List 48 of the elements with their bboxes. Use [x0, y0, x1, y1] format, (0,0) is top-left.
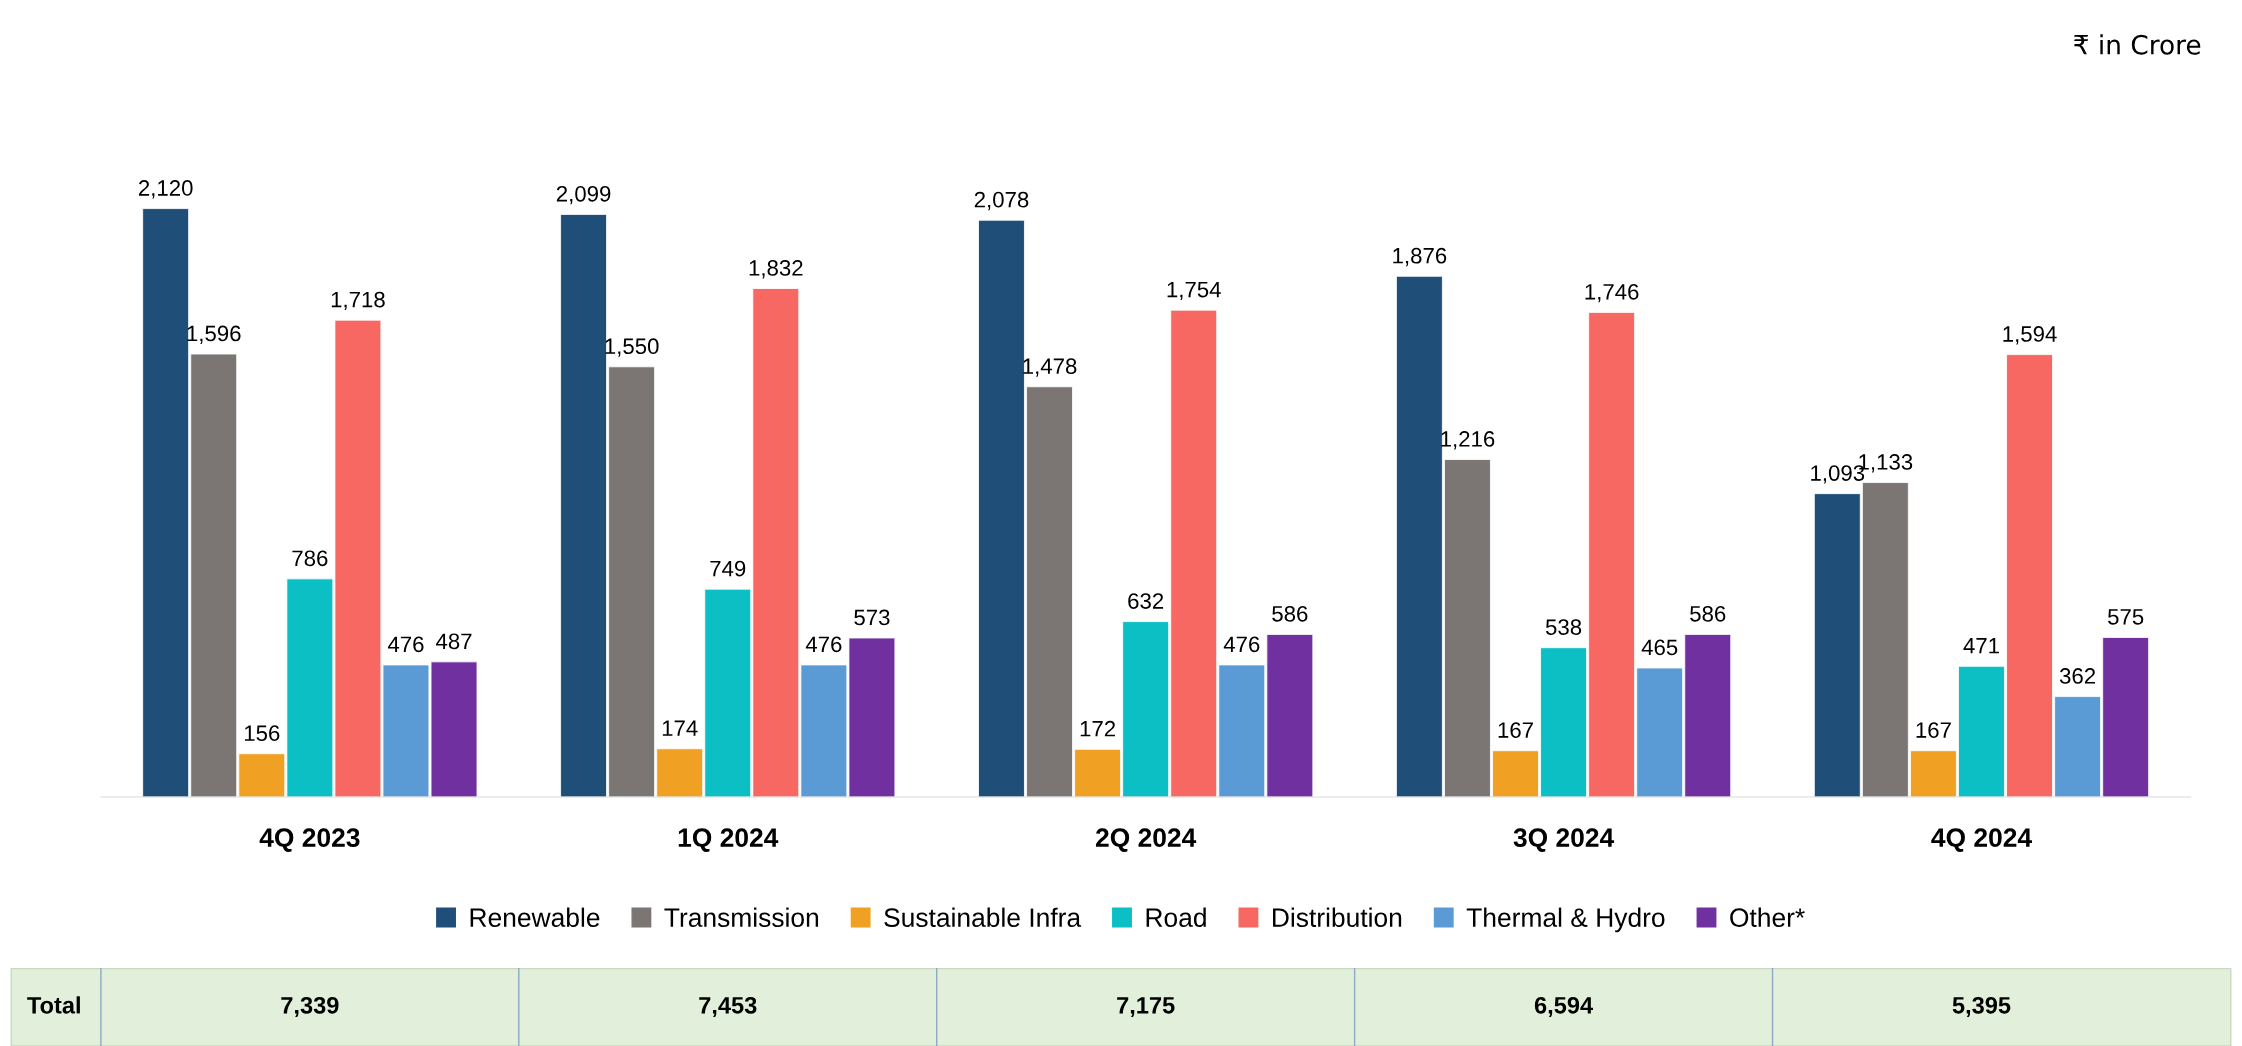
- data-label: 2,120: [138, 180, 193, 199]
- legend-label: Distribution: [1273, 907, 1402, 927]
- x-tick-label: 4Q 2024: [1931, 828, 2032, 852]
- text: 7,175: [1117, 997, 1175, 1018]
- legend-label: Road: [1146, 907, 1206, 927]
- data-label: 1,718: [331, 291, 385, 311]
- data-label: 172: [1080, 720, 1116, 737]
- data-label: 632: [1128, 593, 1164, 609]
- data-label: 586: [1690, 605, 1726, 622]
- data-label: 2,099: [556, 185, 611, 205]
- data-label: 476: [387, 636, 424, 653]
- data-label: 573: [854, 609, 890, 626]
- data-label: 174: [662, 720, 698, 736]
- x-tick-label: 4Q 2023: [259, 828, 360, 852]
- legend-label: Transmission: [664, 907, 819, 927]
- data-label: 1,754: [1167, 281, 1221, 301]
- legend-label: Sustainable Infra: [884, 907, 1082, 927]
- text: 6,594: [1534, 996, 1593, 1018]
- legend-label: Other*: [1730, 907, 1805, 927]
- data-label: 575: [2108, 609, 2144, 625]
- data-label: 749: [710, 560, 746, 577]
- data-label: 1,876: [1393, 247, 1447, 267]
- x-tick-label: 1Q 2024: [678, 828, 779, 852]
- data-label: 465: [1641, 639, 1678, 656]
- data-label: 538: [1545, 619, 1582, 635]
- legend-label: Renewable: [470, 907, 600, 927]
- data-label: 1,594: [2003, 326, 2057, 345]
- text: 7,339: [281, 996, 339, 1018]
- text: 5,395: [1952, 996, 2011, 1018]
- data-label: 167: [1498, 722, 1533, 738]
- data-label: 1,746: [1585, 283, 1639, 303]
- data-label: 786: [292, 550, 328, 567]
- data-label: 476: [1223, 636, 1260, 653]
- x-tick-label: 3Q 2024: [1513, 828, 1615, 852]
- data-label: 586: [1272, 605, 1308, 622]
- text: Total: [27, 996, 80, 1014]
- x-tick-label: 2Q 2024: [1095, 828, 1197, 852]
- data-label: 1,832: [749, 260, 803, 279]
- data-label: 2,078: [974, 191, 1029, 211]
- legend-label: Thermal & Hydro: [1466, 907, 1665, 933]
- data-label: 156: [244, 725, 280, 742]
- data-label: 487: [436, 633, 472, 650]
- data-label: 362: [2059, 668, 2096, 684]
- data-label: 471: [1963, 638, 1999, 654]
- text: ₹ in Crore: [2074, 34, 2201, 55]
- data-label: 167: [1916, 722, 1951, 738]
- text: 7,453: [699, 996, 757, 1018]
- data-label: 476: [805, 636, 842, 653]
